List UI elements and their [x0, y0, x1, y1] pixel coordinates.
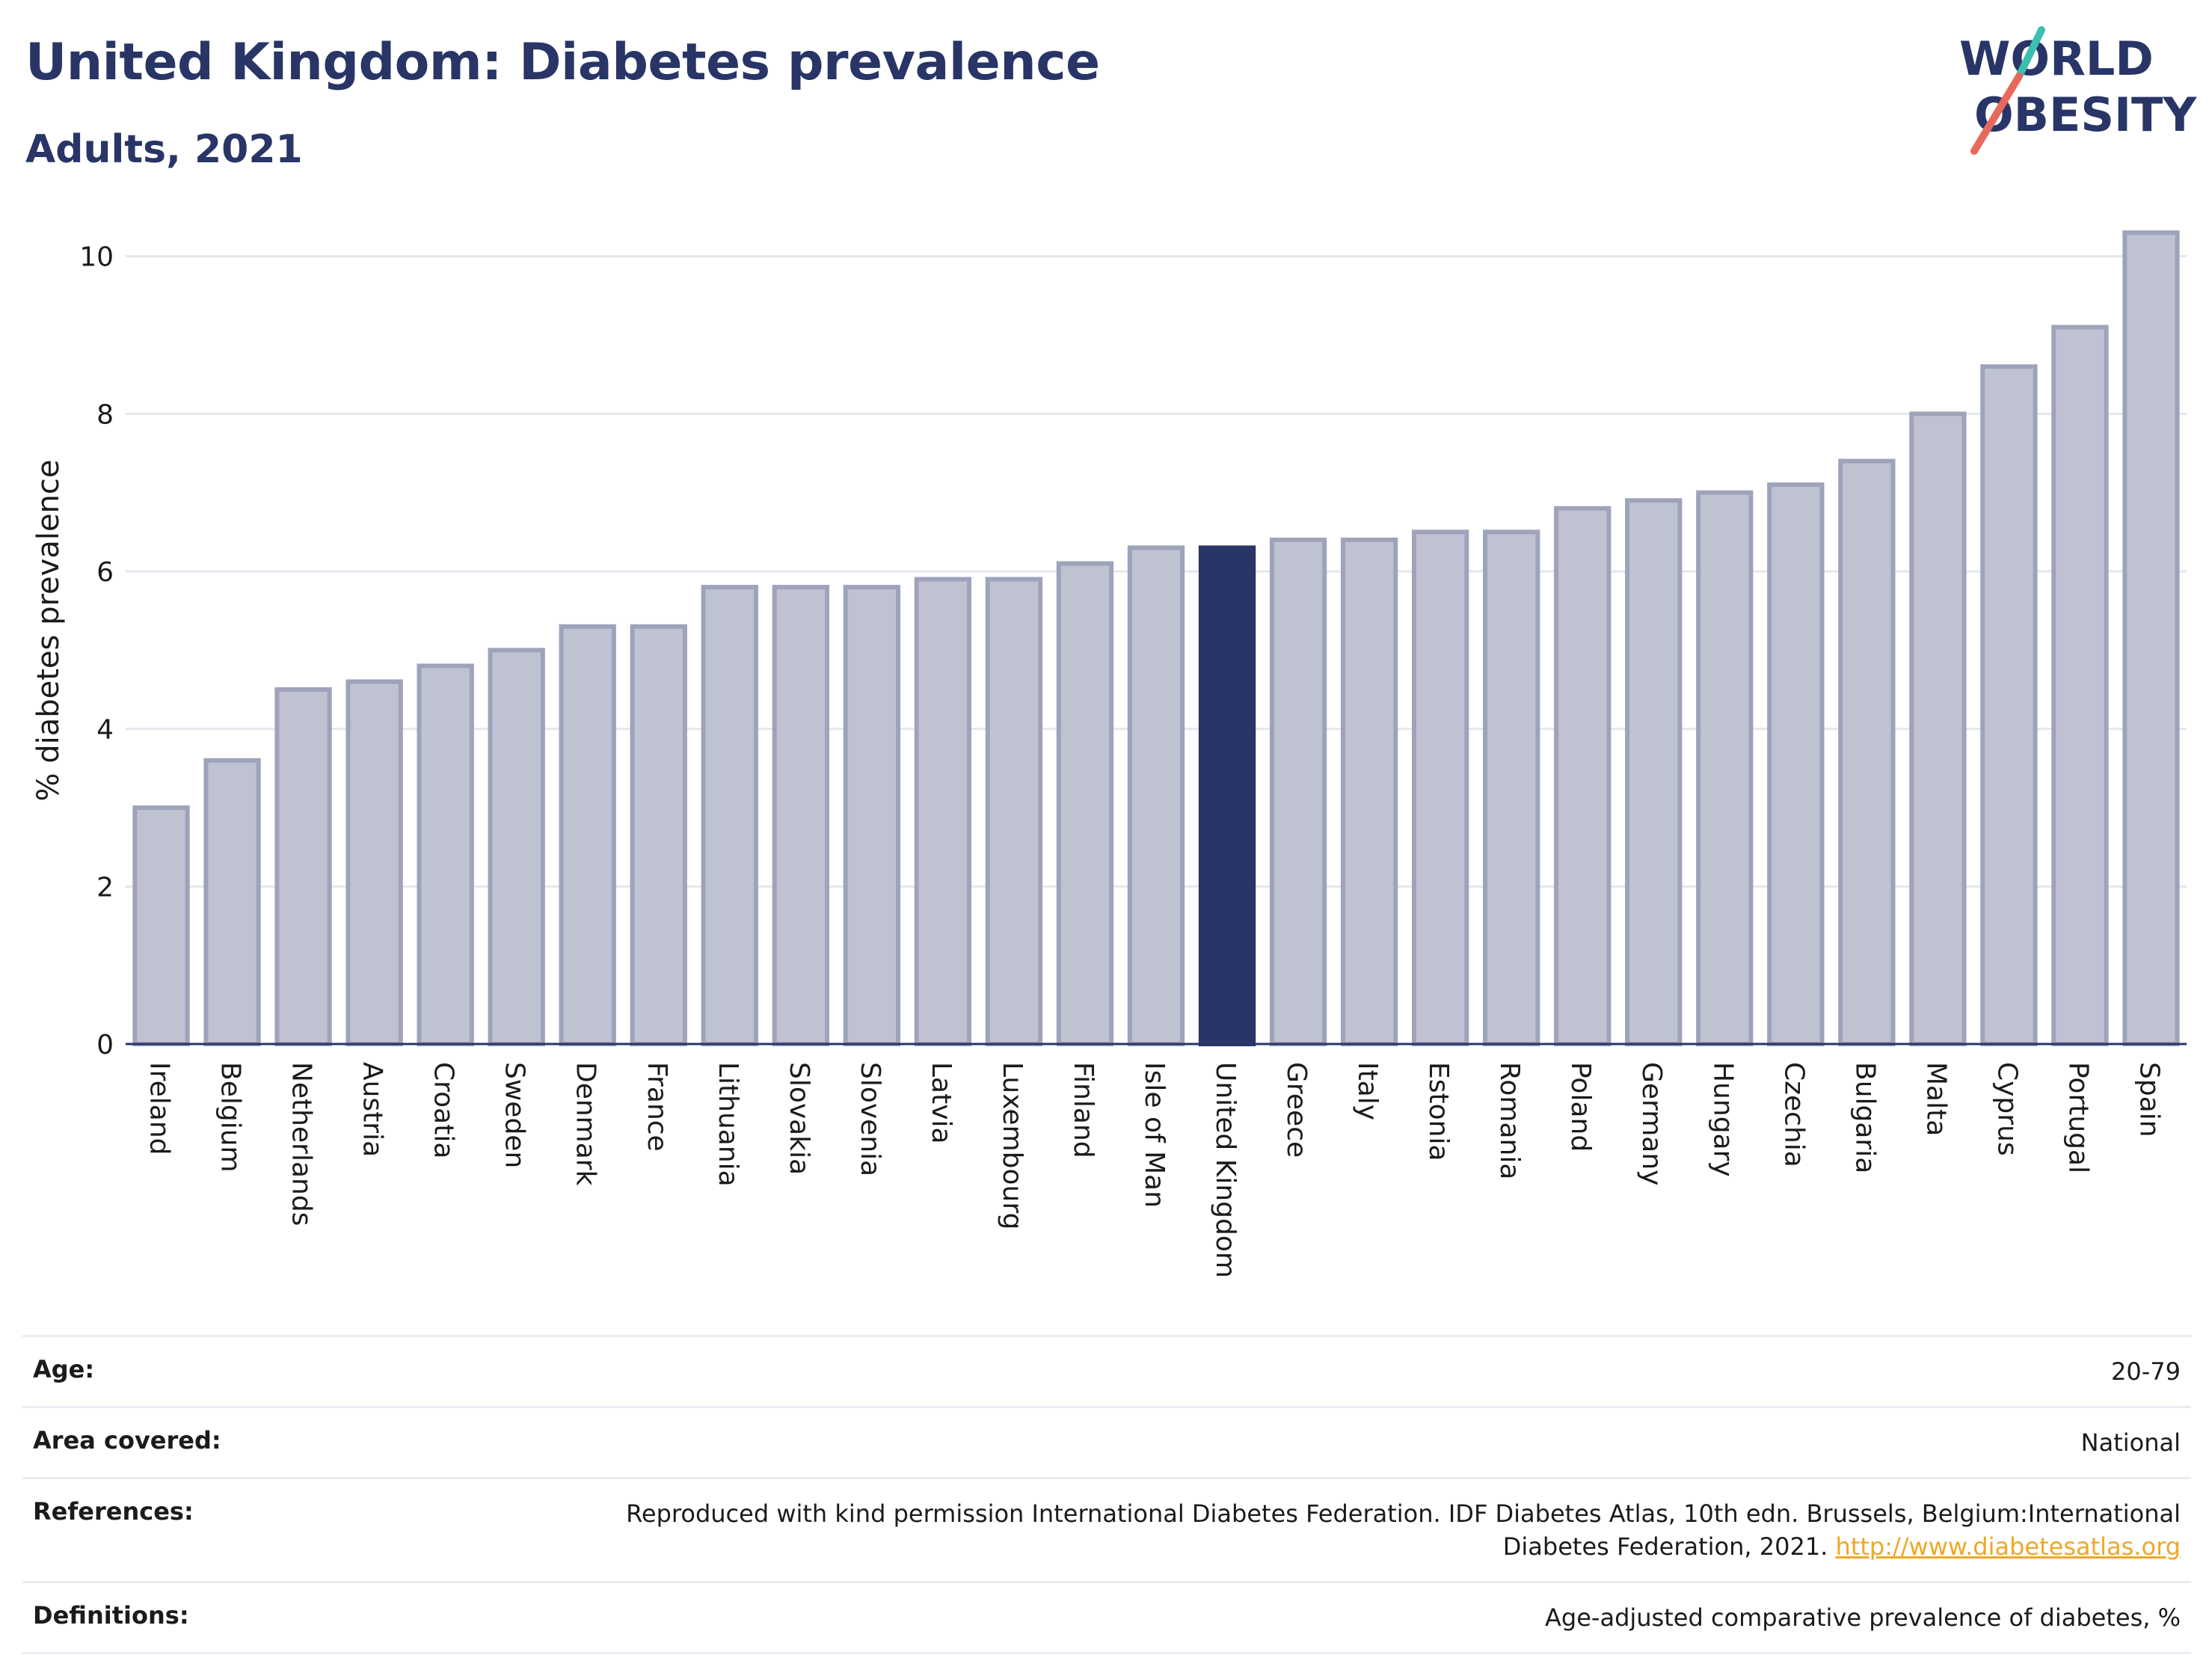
y-tick-labels: 0 2 4 6 8 10: [79, 242, 114, 1060]
info-row-area: Area covered: National: [22, 1406, 2191, 1477]
definitions-value: Age-adjusted comparative prevalence of d…: [1545, 1603, 2181, 1632]
x-tick-label: Austria: [357, 1062, 388, 1157]
world-obesity-logo: WORLD OBESITY: [1959, 26, 2197, 155]
x-tick-label: Lithuania: [713, 1062, 743, 1187]
x-tick-label: Slovenia: [855, 1062, 885, 1176]
references-line-2: Diabetes Federation, 2021.: [1502, 1532, 1836, 1561]
info-row-definitions: Definitions: Age-adjusted comparative pr…: [22, 1581, 2191, 1654]
bar-croatia: [417, 663, 474, 1047]
x-tick-label: Greece: [1281, 1062, 1312, 1158]
bar-austria: [345, 679, 403, 1046]
x-tick-label: Sweden: [500, 1062, 530, 1168]
bar-united-kingdom: [1198, 545, 1256, 1046]
bar-czechia: [1767, 482, 1825, 1046]
x-tick-label: Netherlands: [286, 1062, 317, 1226]
bar-chart: 0 2 4 6 8 10 Ireland Belgium Netherlands Austria…: [31, 230, 2187, 1278]
bar-isle-of-man: [1127, 545, 1185, 1046]
info-table: Age: 20-79 Area covered: National Refere…: [22, 1335, 2191, 1654]
bar-denmark: [559, 624, 616, 1046]
bar-portugal: [2051, 325, 2109, 1046]
bar-malta: [1909, 411, 1967, 1046]
x-tick-label: Germany: [1636, 1062, 1667, 1185]
info-row-references: References: Reproduced with kind permiss…: [22, 1477, 2191, 1581]
y-tick-label: 2: [96, 872, 114, 903]
x-tick-label: Belgium: [215, 1062, 246, 1173]
x-tick-label: Cyprus: [1991, 1062, 2022, 1156]
x-tick-label: Luxembourg: [997, 1062, 1027, 1229]
area-value: National: [2080, 1428, 2181, 1457]
x-tick-label: Croatia: [428, 1062, 459, 1158]
x-tick-label: Spain: [2133, 1062, 2164, 1137]
definitions-label: Definitions:: [33, 1601, 189, 1630]
x-tick-labels: Ireland Belgium Netherlands Austria Croatia S…: [144, 1062, 2165, 1278]
x-tick-label: Hungary: [1707, 1062, 1738, 1177]
bar-sweden: [488, 648, 545, 1046]
bar-ireland: [132, 805, 190, 1046]
x-tick-label: Portugal: [2062, 1062, 2093, 1173]
references-label: References:: [33, 1497, 194, 1526]
y-tick-label: 8: [96, 399, 114, 430]
x-tick-label: Malta: [1920, 1062, 1951, 1136]
references-value: Reproduced with kind permission Internat…: [626, 1497, 2181, 1563]
bar-hungary: [1696, 490, 1754, 1046]
y-tick-label: 0: [96, 1030, 114, 1060]
bar-belgium: [203, 758, 261, 1046]
bar-slovakia: [772, 585, 829, 1046]
bar-estonia: [1411, 529, 1469, 1046]
references-line-1: Reproduced with kind permission Internat…: [626, 1499, 2181, 1528]
x-tick-label: France: [642, 1062, 672, 1152]
bar-italy: [1340, 537, 1398, 1046]
info-row-age: Age: 20-79: [22, 1335, 2191, 1406]
x-tick-label: Romania: [1494, 1062, 1525, 1179]
x-tick-label: Isle of Man: [1139, 1062, 1170, 1208]
bar-germany: [1625, 498, 1683, 1046]
x-tick-label: Denmark: [571, 1062, 601, 1186]
bar-netherlands: [274, 687, 332, 1046]
x-tick-label: Latvia: [926, 1062, 956, 1144]
age-value: 20-79: [2111, 1357, 2181, 1386]
x-tick-label: Ireland: [144, 1062, 175, 1155]
age-label: Age:: [33, 1355, 95, 1384]
x-tick-label: Bulgaria: [1849, 1062, 1880, 1173]
bar-greece: [1269, 537, 1327, 1046]
x-tick-label: Czechia: [1778, 1062, 1809, 1167]
bar-slovenia: [843, 585, 901, 1046]
bar-luxembourg: [985, 577, 1043, 1046]
bar-lithuania: [701, 585, 758, 1046]
bar-latvia: [914, 577, 972, 1046]
bar-cyprus: [1980, 364, 2038, 1046]
bar-poland: [1554, 506, 1612, 1046]
bar-bulgaria: [1838, 458, 1896, 1046]
x-tick-label: Estonia: [1423, 1062, 1454, 1161]
logo-line-world: WORLD: [1959, 31, 2154, 86]
bar-france: [630, 624, 687, 1046]
chart-title: United Kingdom: Diabetes prevalence: [25, 33, 1100, 92]
bar-romania: [1483, 529, 1540, 1046]
logo-line-obesity: OBESITY: [1974, 87, 2197, 142]
x-tick-label: Poland: [1565, 1062, 1596, 1152]
x-tick-label: Slovakia: [784, 1062, 814, 1175]
y-tick-label: 10: [79, 242, 114, 273]
y-tick-label: 6: [96, 557, 114, 588]
logo-slash-top: [2015, 26, 2045, 80]
bars-layer: [132, 230, 2180, 1047]
x-tick-label: Finland: [1068, 1062, 1099, 1158]
x-tick-label: Italy: [1352, 1062, 1383, 1120]
y-tick-label: 4: [96, 715, 114, 746]
references-link[interactable]: http://www.diabetesatlas.org: [1835, 1532, 2181, 1561]
area-label: Area covered:: [33, 1426, 221, 1455]
logo-slash-bottom: [1970, 73, 2023, 155]
bar-finland: [1056, 561, 1114, 1046]
chart-subtitle: Adults, 2021: [25, 127, 303, 172]
bar-spain: [2122, 230, 2180, 1047]
y-axis-label: % diabetes prevalence: [31, 459, 66, 801]
x-tick-label: United Kingdom: [1210, 1062, 1241, 1278]
